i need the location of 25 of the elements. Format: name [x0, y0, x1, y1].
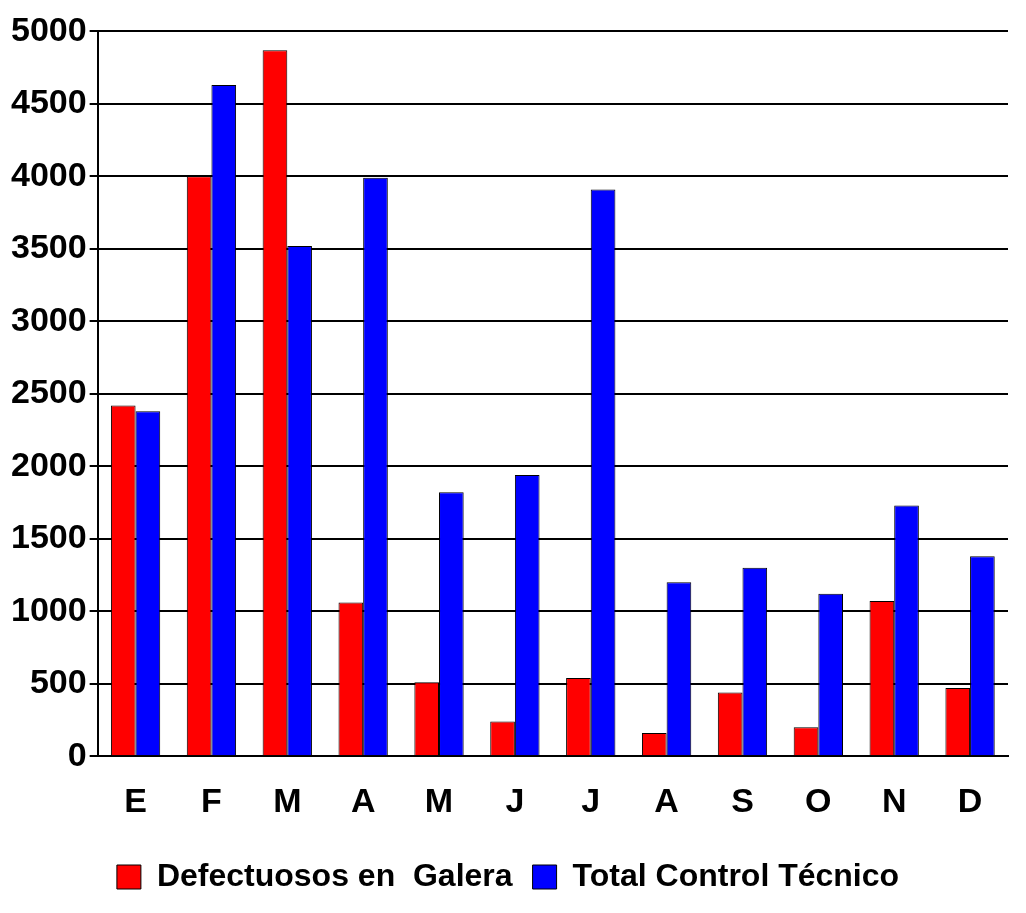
legend-label: Total Control Técnico [572, 856, 900, 893]
x-tick-label: A [350, 780, 376, 819]
x-tick-label: J [581, 780, 601, 819]
legend-label: Defectuosos en Galera [156, 856, 513, 893]
x-tick-label: M [273, 780, 302, 819]
x-tick-label: M [424, 780, 454, 819]
y-tick-label: 1500 [11, 517, 87, 556]
y-tick-label: 5000 [11, 9, 87, 48]
y-tick-label: 1000 [11, 589, 87, 628]
y-tick-label: 3500 [11, 227, 87, 266]
x-tick-label: O [805, 780, 832, 819]
y-tick-label: 0 [67, 734, 87, 773]
y-tick-label: 2500 [11, 372, 87, 411]
x-tick-label: N [881, 780, 907, 819]
x-tick-label: D [957, 780, 983, 819]
y-tick-label: 500 [29, 662, 87, 701]
x-tick-label: A [654, 780, 679, 819]
y-tick-label: 4500 [11, 82, 87, 121]
x-tick-label: S [731, 780, 754, 819]
y-tick-label: 2000 [11, 444, 87, 483]
y-tick-label: 3000 [11, 299, 87, 338]
y-tick-label: 4000 [11, 154, 87, 193]
x-tick-label: J [505, 780, 525, 819]
x-tick-label: F [201, 780, 222, 819]
x-tick-label: E [124, 780, 147, 819]
